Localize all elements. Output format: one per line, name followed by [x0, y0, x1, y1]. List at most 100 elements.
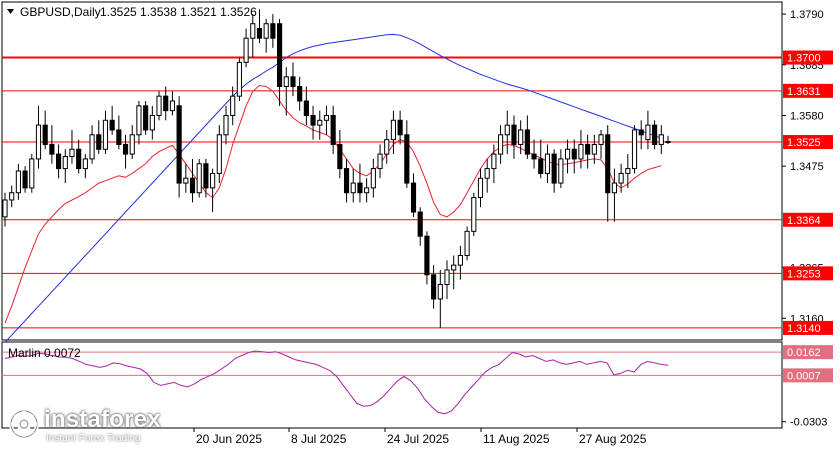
candle-bull — [136, 105, 142, 136]
level-price-label-bg — [783, 83, 833, 98]
price-tick-label: 1.3475 — [790, 161, 824, 173]
brand-tagline: Instant Forex Trading — [46, 433, 141, 444]
candle-bull — [236, 61, 242, 97]
instaforex-logo-icon — [9, 409, 39, 439]
candle-bull — [558, 158, 564, 184]
candle-bull — [102, 119, 109, 150]
candle-bull — [377, 153, 383, 170]
level-price-label: 1.3364 — [787, 215, 821, 227]
candle-bear — [76, 148, 82, 170]
candle-bear — [397, 119, 403, 136]
brand-logo: instaforex Instant Forex Trading — [4, 405, 180, 447]
candle-bull — [216, 134, 222, 174]
level-price-label: 1.3631 — [787, 86, 821, 98]
candle-bear — [410, 182, 417, 213]
candle-bull — [591, 143, 597, 155]
price-tick-label: 1.3580 — [790, 110, 824, 122]
candle-bull — [169, 100, 176, 112]
candle-bull — [149, 114, 155, 131]
candle-bull — [444, 269, 450, 285]
candle-bear — [343, 168, 350, 194]
candle-bear — [417, 211, 423, 237]
candle-bull — [625, 168, 631, 174]
candle-bull — [491, 153, 497, 170]
candle-bull — [631, 129, 638, 170]
dropdown-triangle-icon[interactable] — [7, 9, 14, 14]
candle-bear — [357, 182, 363, 194]
price-tick-label: 1.3790 — [790, 9, 824, 21]
candle-bear — [297, 86, 303, 102]
candle-bear — [424, 235, 430, 276]
candle-bull — [129, 134, 135, 155]
level-price-label: 1.3140 — [787, 323, 821, 335]
candle-bear — [303, 100, 309, 116]
candle-bull — [317, 119, 323, 126]
candle-bull — [29, 158, 35, 189]
candle-bull — [89, 134, 95, 160]
time-tick-label: 8 Jul 2025 — [291, 432, 347, 446]
candle-bull — [645, 124, 651, 141]
indicator-label: Marlin 0.0072 — [8, 346, 81, 360]
candle-bear — [270, 23, 276, 39]
candle-bull — [15, 170, 21, 194]
candle-bear — [404, 134, 410, 184]
candle-bear — [176, 105, 182, 184]
candle-bear — [256, 28, 263, 39]
time-tick-label: 24 Jul 2025 — [387, 432, 449, 446]
candle-bull — [451, 264, 457, 271]
marlin-line — [4, 350, 669, 415]
candle-bull — [437, 283, 443, 300]
candle-bull — [658, 134, 664, 145]
time-tick-label: 20 Jun 2025 — [196, 432, 262, 446]
level-price-label-bg — [783, 50, 833, 65]
level-price-label: 1.3525 — [787, 137, 821, 149]
candle-bull — [196, 163, 202, 194]
candle-bear — [163, 95, 169, 112]
candle-bull — [69, 148, 75, 158]
candle-bull — [323, 114, 330, 121]
candle-bull — [484, 168, 490, 179]
candle-bear — [538, 158, 544, 174]
candle-bear — [330, 114, 336, 145]
candle-bull — [544, 153, 551, 174]
candle-bear — [55, 153, 62, 170]
candle-bull — [230, 95, 236, 116]
candle-bull — [2, 199, 8, 218]
candle-bull — [504, 124, 510, 136]
candle-bull — [350, 182, 356, 194]
indicator-frame — [1, 341, 783, 429]
candle-bull — [283, 76, 289, 87]
candle-bear — [571, 148, 577, 160]
candle-bear — [143, 105, 149, 131]
candle-bull — [82, 158, 88, 170]
level-price-label-bg — [783, 320, 833, 335]
candle-bull — [183, 177, 189, 184]
candle-bull — [618, 172, 624, 184]
level-price-label-bg — [783, 135, 833, 150]
candle-bull — [263, 23, 269, 39]
marlin-level-label: 0.0162 — [787, 347, 821, 359]
candle-bull — [243, 37, 249, 63]
candle-bear — [290, 76, 296, 87]
candle-bull — [578, 143, 584, 160]
level-price-label: 1.3700 — [787, 53, 821, 65]
candle-bull — [598, 134, 604, 145]
candle-bear — [310, 114, 316, 126]
marlin-level-label-bg — [783, 345, 833, 360]
candle-bull — [564, 148, 571, 160]
candle-bear — [431, 274, 437, 300]
level-price-label-bg — [783, 266, 833, 281]
candle-bull — [477, 177, 484, 199]
candle-bear — [511, 124, 517, 145]
candle-bear — [585, 143, 591, 155]
moving-average-slow — [4, 33, 662, 343]
candle-bull — [497, 134, 504, 155]
marlin-level-label: 0.0007 — [787, 370, 821, 382]
candle-bull — [611, 182, 618, 194]
main-plot-frame — [1, 1, 783, 341]
candle-bull — [62, 156, 68, 170]
candle-bull — [457, 255, 463, 266]
marlin-level-label-bg — [783, 368, 833, 383]
